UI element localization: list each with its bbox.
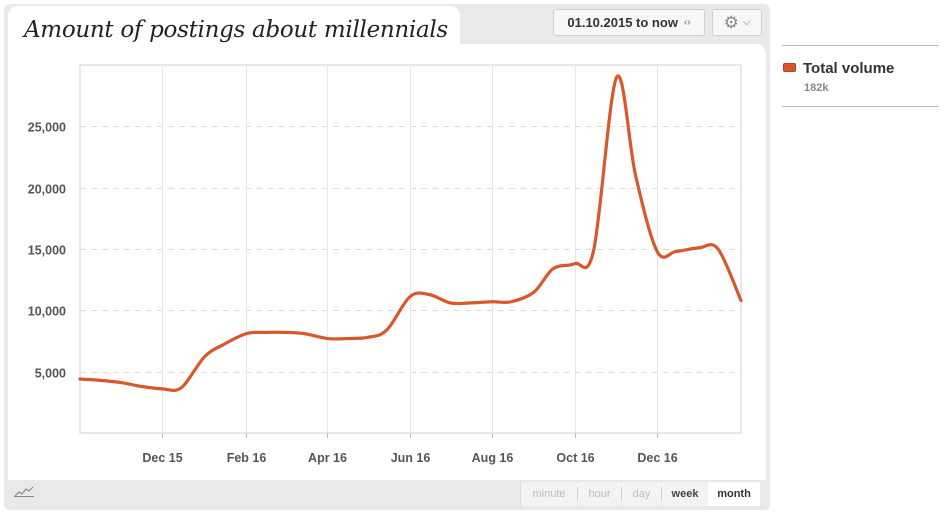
- granularity-separator: [661, 487, 662, 501]
- x-tick-label: Jun 16: [391, 451, 431, 465]
- x-tick-label: Dec 15: [142, 451, 182, 465]
- granularity-hour[interactable]: hour: [578, 482, 621, 506]
- legend-series-value: 182k: [804, 82, 829, 94]
- gear-icon: ⚙: [723, 12, 739, 32]
- mini-chart-icon[interactable]: [14, 485, 34, 500]
- y-tick-label: 20,000: [28, 183, 66, 197]
- x-tick-label: Feb 16: [227, 451, 267, 465]
- plot-background: [8, 44, 766, 480]
- granularity-separator: [577, 487, 578, 501]
- date-range-label: 01.10.2015 to now: [567, 15, 678, 30]
- granularity-day[interactable]: day: [622, 482, 661, 506]
- x-tick-label: Dec 16: [637, 451, 677, 465]
- chart-title: Amount of postings about millennials: [24, 17, 448, 43]
- x-tick-label: Apr 16: [308, 451, 347, 465]
- y-tick-label: 25,000: [28, 121, 66, 135]
- legend-divider-top: [782, 45, 939, 46]
- granularity-minute[interactable]: minute: [521, 482, 577, 506]
- legend-series-name[interactable]: Total volume: [803, 60, 895, 77]
- series-line-total-volume: [78, 74, 743, 392]
- settings-button[interactable]: ⚙ ⌵: [712, 9, 762, 36]
- y-tick-label: 10,000: [28, 305, 66, 319]
- date-range-button[interactable]: 01.10.2015 to now ‹›: [553, 9, 705, 36]
- granularity-separator: [621, 487, 622, 501]
- x-tick-label: Aug 16: [472, 451, 514, 465]
- y-tick-label: 5,000: [35, 367, 66, 381]
- y-tick-label: 15,000: [28, 244, 66, 258]
- x-tick-label: Oct 16: [556, 451, 594, 465]
- granularity-week[interactable]: week: [662, 482, 708, 506]
- title-tab: [8, 6, 460, 58]
- chevron-down-icon: ⌵: [742, 17, 751, 28]
- left-right-arrows-icon: ‹›: [683, 17, 691, 28]
- legend-swatch: [783, 63, 796, 72]
- granularity-month[interactable]: month: [708, 482, 760, 506]
- legend-divider-bottom: [782, 106, 939, 107]
